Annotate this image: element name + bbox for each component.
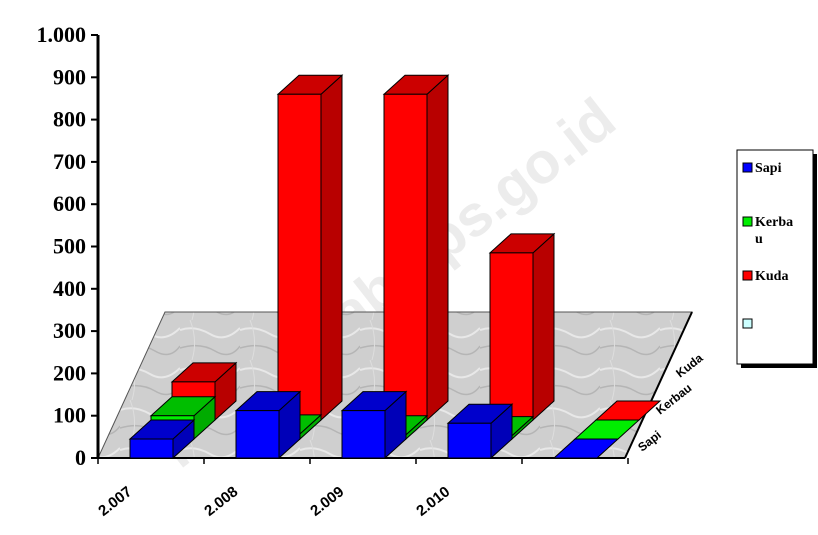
- x-tick-label: 2.009: [307, 483, 347, 520]
- y-tick-label: 0: [75, 445, 86, 470]
- y-tick-label: 400: [53, 276, 86, 301]
- bar-sapi-1: [234, 390, 302, 460]
- x-tick-label: 2.007: [95, 483, 135, 520]
- bar-sapi-2-front: [341, 410, 386, 459]
- y-tick-label: 600: [53, 191, 86, 216]
- depth-axis-line: [624, 311, 693, 459]
- bar-kuda-1-front: [277, 93, 322, 421]
- bar-kuda-1: [276, 74, 344, 422]
- depth-tick-label: Sapi: [635, 428, 664, 455]
- y-tick-label: 800: [53, 107, 86, 132]
- bar-sapi-2: [340, 390, 408, 460]
- bar-kuda-1-side: [320, 74, 343, 422]
- legend-label: u: [755, 232, 763, 247]
- legend-swatch: [742, 270, 753, 281]
- bar-kuda-2-front: [383, 93, 428, 421]
- bar-kuda-3-front: [489, 252, 534, 421]
- bar-kuda-2-side: [426, 74, 449, 422]
- legend-swatch: [742, 216, 753, 227]
- bar-sapi-0-front: [129, 438, 174, 459]
- bar-sapi-0: [128, 418, 196, 460]
- bar-sapi-4: [552, 438, 620, 459]
- legend-label: Sapi: [755, 161, 782, 176]
- legend-swatch: [742, 318, 753, 329]
- bar-kuda-3-side: [532, 232, 555, 422]
- y-tick-label: 200: [53, 360, 86, 385]
- y-tick-label: 900: [53, 64, 86, 89]
- depth-tick-label: Kerbau: [653, 381, 694, 417]
- legend-label: Kuda: [755, 269, 788, 284]
- bar-kuda-2: [382, 74, 450, 422]
- y-tick-label: 700: [53, 149, 86, 174]
- bar-kuda-3: [488, 232, 556, 422]
- y-tick-label: 100: [53, 403, 86, 428]
- bar-sapi-1-front: [235, 410, 280, 459]
- bar-sapi-3: [446, 403, 514, 460]
- y-tick-label: 1.000: [37, 22, 87, 47]
- legend-box: [736, 149, 814, 365]
- bar-sapi-3-front: [447, 422, 492, 459]
- legend-swatch: [742, 162, 753, 173]
- x-tick-label: 2.008: [201, 483, 241, 520]
- depth-tick-label: Kuda: [673, 351, 706, 381]
- x-tick-label: 2.010: [413, 483, 453, 520]
- legend-label: Kerba: [755, 215, 793, 230]
- y-tick-label: 300: [53, 318, 86, 343]
- y-tick-label: 500: [53, 234, 86, 259]
